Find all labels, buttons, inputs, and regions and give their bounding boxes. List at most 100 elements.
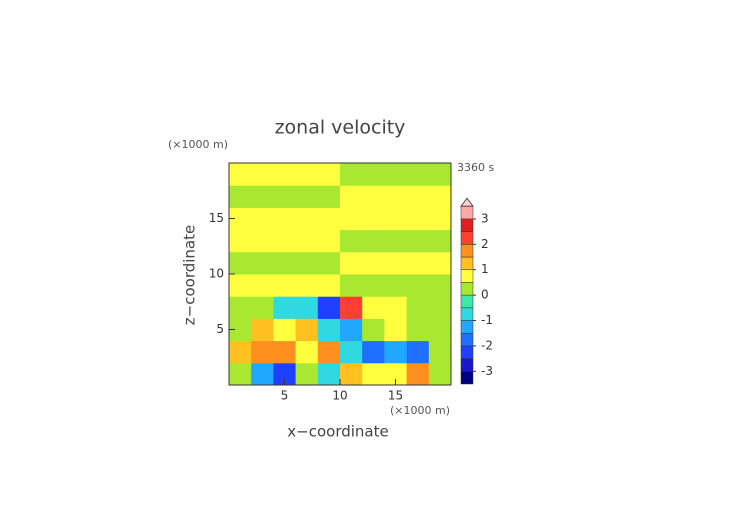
colorbar-swatch	[460, 231, 474, 245]
y-unit: (×1000 m)	[168, 138, 228, 151]
field-cell	[428, 274, 452, 297]
colorbar-swatch	[460, 345, 474, 359]
field-cell	[340, 296, 363, 319]
field-cell	[362, 229, 385, 253]
field-cell	[406, 251, 430, 275]
field-cell	[251, 318, 274, 342]
field-cell	[340, 229, 363, 253]
field-cell	[384, 185, 408, 208]
field-cell	[273, 362, 297, 386]
chart-title: zonal velocity	[275, 117, 406, 139]
field-cell	[384, 296, 408, 319]
field-cell	[340, 362, 363, 386]
colorbar-tick-label: -2	[481, 338, 493, 352]
colorbar-swatch	[460, 371, 474, 385]
field-cell	[362, 296, 385, 319]
field-cell	[251, 340, 274, 364]
field-cell	[406, 296, 430, 319]
field-cell	[295, 251, 319, 275]
field-cell	[340, 185, 363, 208]
field-cell	[384, 229, 408, 253]
field-cell	[317, 296, 341, 319]
field-cell	[317, 362, 341, 386]
field-cell	[362, 251, 385, 275]
field-cell	[362, 274, 385, 297]
field-cell	[406, 340, 430, 364]
field-cell	[317, 340, 341, 364]
field-cell	[428, 207, 452, 231]
x-tick-label: 10	[332, 389, 347, 403]
field-cell	[229, 318, 252, 342]
colorbar-tick-label: 3	[481, 211, 489, 225]
field-cell	[406, 318, 430, 342]
field-cell	[384, 340, 408, 364]
field-cell	[295, 340, 319, 364]
field-cell	[229, 362, 252, 386]
field-cell	[317, 163, 341, 186]
field-cell	[384, 251, 408, 275]
field-cell	[362, 318, 385, 342]
field-cell	[384, 274, 408, 297]
field-cell	[251, 274, 274, 297]
colorbar-extend	[460, 197, 474, 207]
field-cell	[251, 251, 274, 275]
field-cell	[229, 185, 252, 208]
x-tick-label: 5	[281, 389, 289, 403]
field-cell	[362, 163, 385, 186]
colorbar-swatch	[460, 205, 474, 220]
colorbar-swatch	[460, 269, 474, 283]
field-cell	[317, 229, 341, 253]
field-cell	[340, 340, 363, 364]
field-cell	[362, 362, 385, 386]
x-axis-label: x−coordinate	[287, 423, 388, 441]
y-axis-label: z−coordinate	[181, 225, 199, 325]
colorbar-swatch	[460, 307, 474, 321]
field-cell	[406, 274, 430, 297]
field-cell	[229, 207, 252, 231]
field-cell	[273, 318, 297, 342]
axes: 5 10 15 5 10 15 -3 -2 -1 0 1 2 3	[209, 162, 493, 403]
colorbar-swatch	[460, 244, 474, 258]
field-cell	[317, 274, 341, 297]
field-cell	[273, 163, 297, 186]
field-cell	[317, 318, 341, 342]
field-cell	[384, 207, 408, 231]
field-cell	[251, 296, 274, 319]
field-cell	[295, 207, 319, 231]
colorbar-tick-label: 0	[481, 288, 489, 302]
y-tick-label: 5	[216, 322, 224, 336]
field-cell	[295, 318, 319, 342]
field-cell	[406, 163, 430, 186]
field-cell	[295, 163, 319, 186]
colorbar-tick-label: 2	[481, 237, 489, 251]
x-tick-label: 15	[388, 389, 403, 403]
field-cell	[406, 362, 430, 386]
field-cell	[251, 163, 274, 186]
colorbar-swatch	[460, 320, 474, 334]
field-cell	[251, 362, 274, 386]
field-cell	[428, 296, 452, 319]
colorbar-tick-label: -1	[481, 313, 493, 327]
field-cell	[251, 185, 274, 208]
field	[229, 163, 452, 386]
field-cell	[428, 340, 452, 364]
field-cell	[428, 318, 452, 342]
field-cell	[273, 207, 297, 231]
field-cell	[406, 185, 430, 208]
field-cell	[384, 362, 408, 386]
field-cell	[428, 185, 452, 208]
field-cell	[317, 207, 341, 231]
field-cell	[384, 318, 408, 342]
colorbar-swatch	[460, 218, 474, 232]
colorbar-swatch	[460, 358, 474, 372]
field-cell	[362, 207, 385, 231]
y-tick-label: 15	[209, 211, 224, 225]
field-cell	[229, 340, 252, 364]
field-cell	[340, 207, 363, 231]
field-cell	[340, 251, 363, 275]
field-cell	[340, 274, 363, 297]
field-cell	[428, 251, 452, 275]
field-cell	[273, 296, 297, 319]
field-cell	[273, 185, 297, 208]
